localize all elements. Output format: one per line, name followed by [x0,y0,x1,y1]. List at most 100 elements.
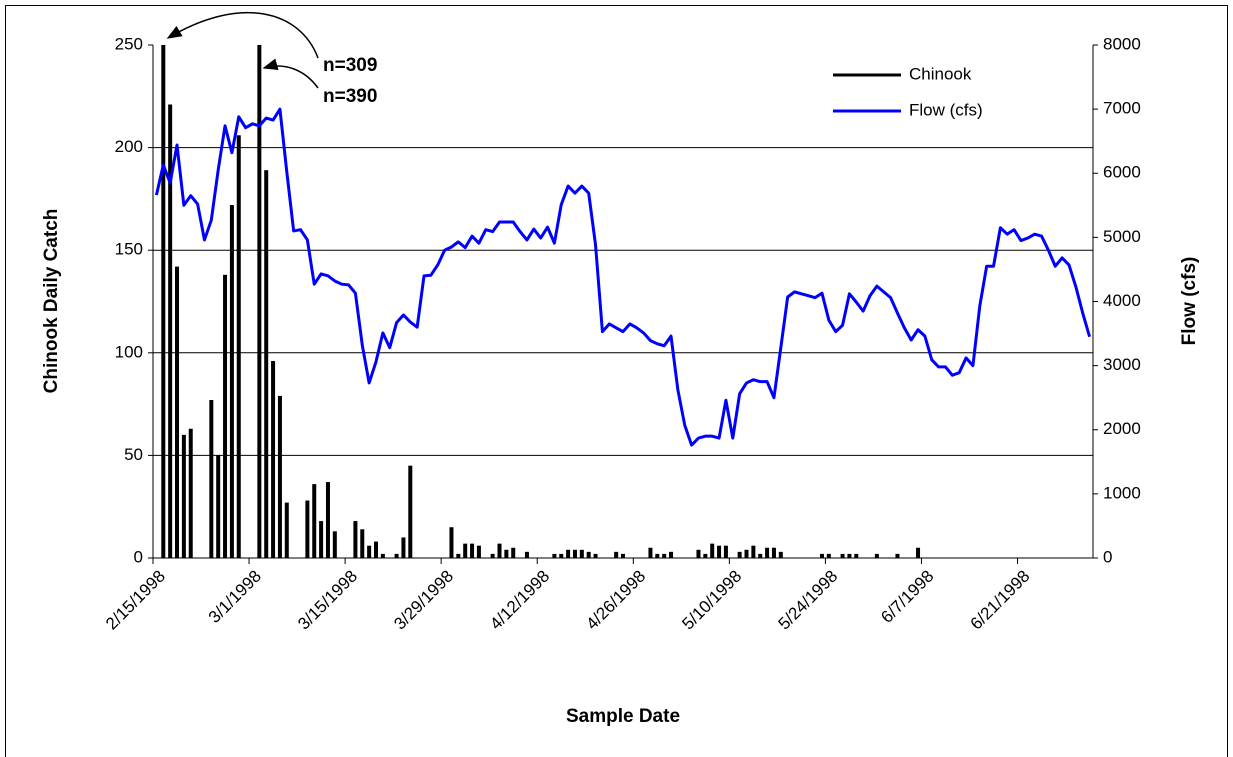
bar [504,549,509,558]
bar [305,500,310,558]
bar [614,551,619,558]
bar [161,45,166,558]
bar [463,543,468,558]
bar [840,553,845,558]
y2-axis-title: Flow (cfs) [1179,257,1200,346]
bar [737,551,742,558]
bar [373,541,378,558]
bar [524,551,529,558]
bar [586,551,591,558]
bar [572,549,577,558]
bar [209,399,214,558]
bar [710,543,715,558]
y2-tick-label: 0 [1103,547,1112,566]
y2-tick-label: 5000 [1103,227,1141,246]
bar [621,553,625,558]
flow-line [154,107,1092,447]
annotation: n=309 [323,55,377,76]
bar [456,553,461,558]
bar [264,170,269,558]
y2-tick-label: 2000 [1103,419,1141,438]
bar [696,549,701,558]
bar [751,545,756,558]
bar [470,543,475,558]
bar [181,434,186,558]
bar [401,537,406,558]
bar [765,547,770,558]
bar [408,465,413,558]
x-axis-title: Sample Date [566,706,680,727]
bar [380,553,385,558]
bar [826,553,831,558]
y-axis-title: Chinook Daily Catch [41,209,62,394]
bar [703,553,708,558]
legend-label: Chinook [909,64,972,83]
bar [559,553,564,558]
y2-tick-label: 1000 [1103,483,1141,502]
bar [257,45,262,558]
bar [367,545,372,558]
bar [593,553,598,558]
bar [723,545,728,558]
bar [655,553,660,558]
annotation: n=390 [323,86,377,107]
bar [511,547,516,558]
annotation-arrow [262,58,319,89]
y2-tick-label: 3000 [1103,355,1141,374]
y-tick-label: 150 [115,240,143,259]
bar [449,527,454,558]
bar [490,553,495,558]
bar [717,545,722,558]
bar [579,549,584,558]
bar [223,274,228,558]
bar [188,428,193,558]
y2-tick-label: 7000 [1103,99,1141,118]
bar [277,395,282,558]
bar [360,529,365,558]
y2-tick-label: 8000 [1103,34,1141,53]
y-tick-label: 200 [115,137,143,156]
bar [648,547,653,558]
bar [497,543,502,558]
bar [566,549,571,558]
bar [216,455,221,558]
bar [476,545,481,558]
bar [662,553,667,558]
y-tick-label: 100 [115,342,143,361]
bar [819,553,824,558]
legend-label: Flow (cfs) [909,100,983,119]
bar [669,551,674,558]
bar [353,521,358,558]
bar [874,553,879,558]
plot-marks [154,45,1092,558]
bar [332,531,337,558]
bar [847,553,852,558]
bar [284,502,289,558]
bar [394,553,399,558]
bar [175,266,180,558]
bar [895,553,900,558]
bar [744,549,749,558]
bar [854,553,859,558]
y-tick-label: 250 [115,34,143,53]
bar [552,553,557,558]
bar [771,547,776,558]
bar [916,547,921,558]
bar [236,135,241,558]
bar [319,521,324,558]
bar [758,553,763,558]
bar [325,482,330,558]
bar [271,361,276,558]
y-tick-label: 50 [124,445,143,464]
bar [229,205,234,558]
annotation-arrow [166,11,319,59]
bar [312,484,317,558]
y2-tick-label: 4000 [1103,291,1141,310]
bar [778,551,783,558]
bar [168,104,173,558]
y-tick-label: 0 [134,547,143,566]
chart-border [5,5,1228,757]
y2-tick-label: 6000 [1103,163,1141,182]
